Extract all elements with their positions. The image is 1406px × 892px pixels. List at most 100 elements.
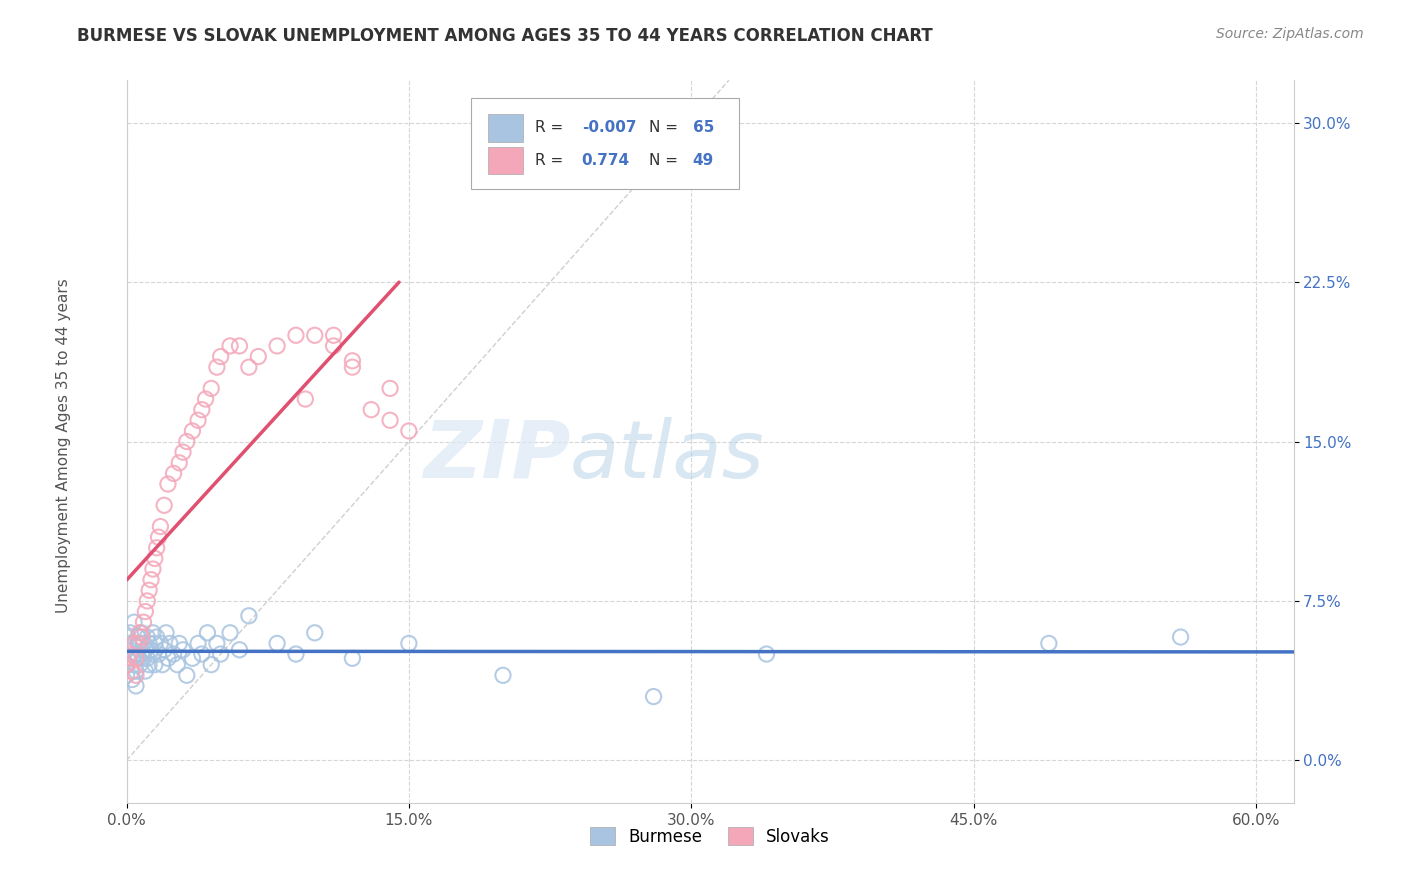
Point <box>127 636 149 650</box>
Point <box>128 625 150 640</box>
Point <box>148 647 170 661</box>
Point <box>284 328 307 343</box>
Point <box>191 647 214 661</box>
Text: R =: R = <box>534 120 568 136</box>
Point <box>134 642 156 657</box>
Point <box>156 651 179 665</box>
Point <box>145 541 167 555</box>
Point <box>132 651 155 665</box>
Text: N =: N = <box>650 153 683 168</box>
Point <box>149 519 172 533</box>
Point <box>167 456 190 470</box>
Point <box>1038 636 1060 650</box>
Point <box>238 608 260 623</box>
Point <box>131 647 153 661</box>
Point <box>172 445 194 459</box>
Point <box>378 381 401 395</box>
Text: BURMESE VS SLOVAK UNEMPLOYMENT AMONG AGES 35 TO 44 YEARS CORRELATION CHART: BURMESE VS SLOVAK UNEMPLOYMENT AMONG AGE… <box>77 27 934 45</box>
Point <box>128 657 150 672</box>
Point <box>142 647 165 661</box>
Point <box>136 651 159 665</box>
Point <box>304 328 326 343</box>
Point <box>125 664 148 678</box>
Point <box>138 636 160 650</box>
Text: 65: 65 <box>693 120 714 136</box>
Text: Unemployment Among Ages 35 to 44 years: Unemployment Among Ages 35 to 44 years <box>56 278 70 614</box>
Point <box>143 657 166 672</box>
Point <box>145 630 167 644</box>
Point <box>398 636 420 650</box>
Point <box>342 651 364 665</box>
Point <box>117 636 139 650</box>
Point <box>150 657 173 672</box>
Point <box>132 615 155 630</box>
Text: 49: 49 <box>693 153 714 168</box>
Point <box>209 350 232 364</box>
Point <box>238 360 260 375</box>
Point <box>342 353 364 368</box>
Point <box>247 350 270 364</box>
Point <box>139 573 162 587</box>
Point <box>121 664 143 678</box>
Point <box>136 594 159 608</box>
Point <box>167 636 190 650</box>
Text: ZIP: ZIP <box>423 417 569 495</box>
Text: R =: R = <box>534 153 568 168</box>
Point <box>138 583 160 598</box>
Point <box>142 562 165 576</box>
Legend: Burmese, Slovaks: Burmese, Slovaks <box>583 821 837 852</box>
Point <box>127 651 149 665</box>
Point <box>181 651 204 665</box>
Point <box>643 690 665 704</box>
Point <box>127 630 149 644</box>
FancyBboxPatch shape <box>471 98 740 189</box>
Point <box>492 668 515 682</box>
Point <box>139 642 162 657</box>
Point <box>342 360 364 375</box>
Point <box>228 339 250 353</box>
Point <box>121 651 143 665</box>
Point <box>200 381 222 395</box>
Text: atlas: atlas <box>569 417 765 495</box>
Point <box>136 630 159 644</box>
Point <box>219 339 242 353</box>
Point <box>125 679 148 693</box>
Point <box>138 657 160 672</box>
Point <box>120 625 142 640</box>
Point <box>125 668 148 682</box>
Point <box>228 642 250 657</box>
Point <box>149 636 172 650</box>
Point <box>143 551 166 566</box>
Point <box>134 664 156 678</box>
Point <box>219 625 242 640</box>
Point <box>194 392 217 406</box>
Point <box>122 615 145 630</box>
Point <box>162 467 184 481</box>
Point <box>205 636 228 650</box>
Point <box>131 630 153 644</box>
Point <box>181 424 204 438</box>
Point <box>172 642 194 657</box>
Point <box>378 413 401 427</box>
Text: 0.774: 0.774 <box>582 153 630 168</box>
Point <box>755 647 778 661</box>
Point <box>187 636 209 650</box>
Point <box>294 392 316 406</box>
Point <box>360 402 382 417</box>
Point <box>115 657 138 672</box>
Point <box>304 625 326 640</box>
Point <box>153 498 176 512</box>
Point <box>132 636 155 650</box>
Point <box>153 642 176 657</box>
Point <box>166 657 188 672</box>
Point <box>122 636 145 650</box>
Point <box>176 434 198 449</box>
Point <box>128 636 150 650</box>
Point <box>398 424 420 438</box>
Point <box>115 642 138 657</box>
Text: Source: ZipAtlas.com: Source: ZipAtlas.com <box>1216 27 1364 41</box>
Point <box>284 647 307 661</box>
Point <box>266 339 288 353</box>
Point <box>200 657 222 672</box>
Point <box>209 647 232 661</box>
